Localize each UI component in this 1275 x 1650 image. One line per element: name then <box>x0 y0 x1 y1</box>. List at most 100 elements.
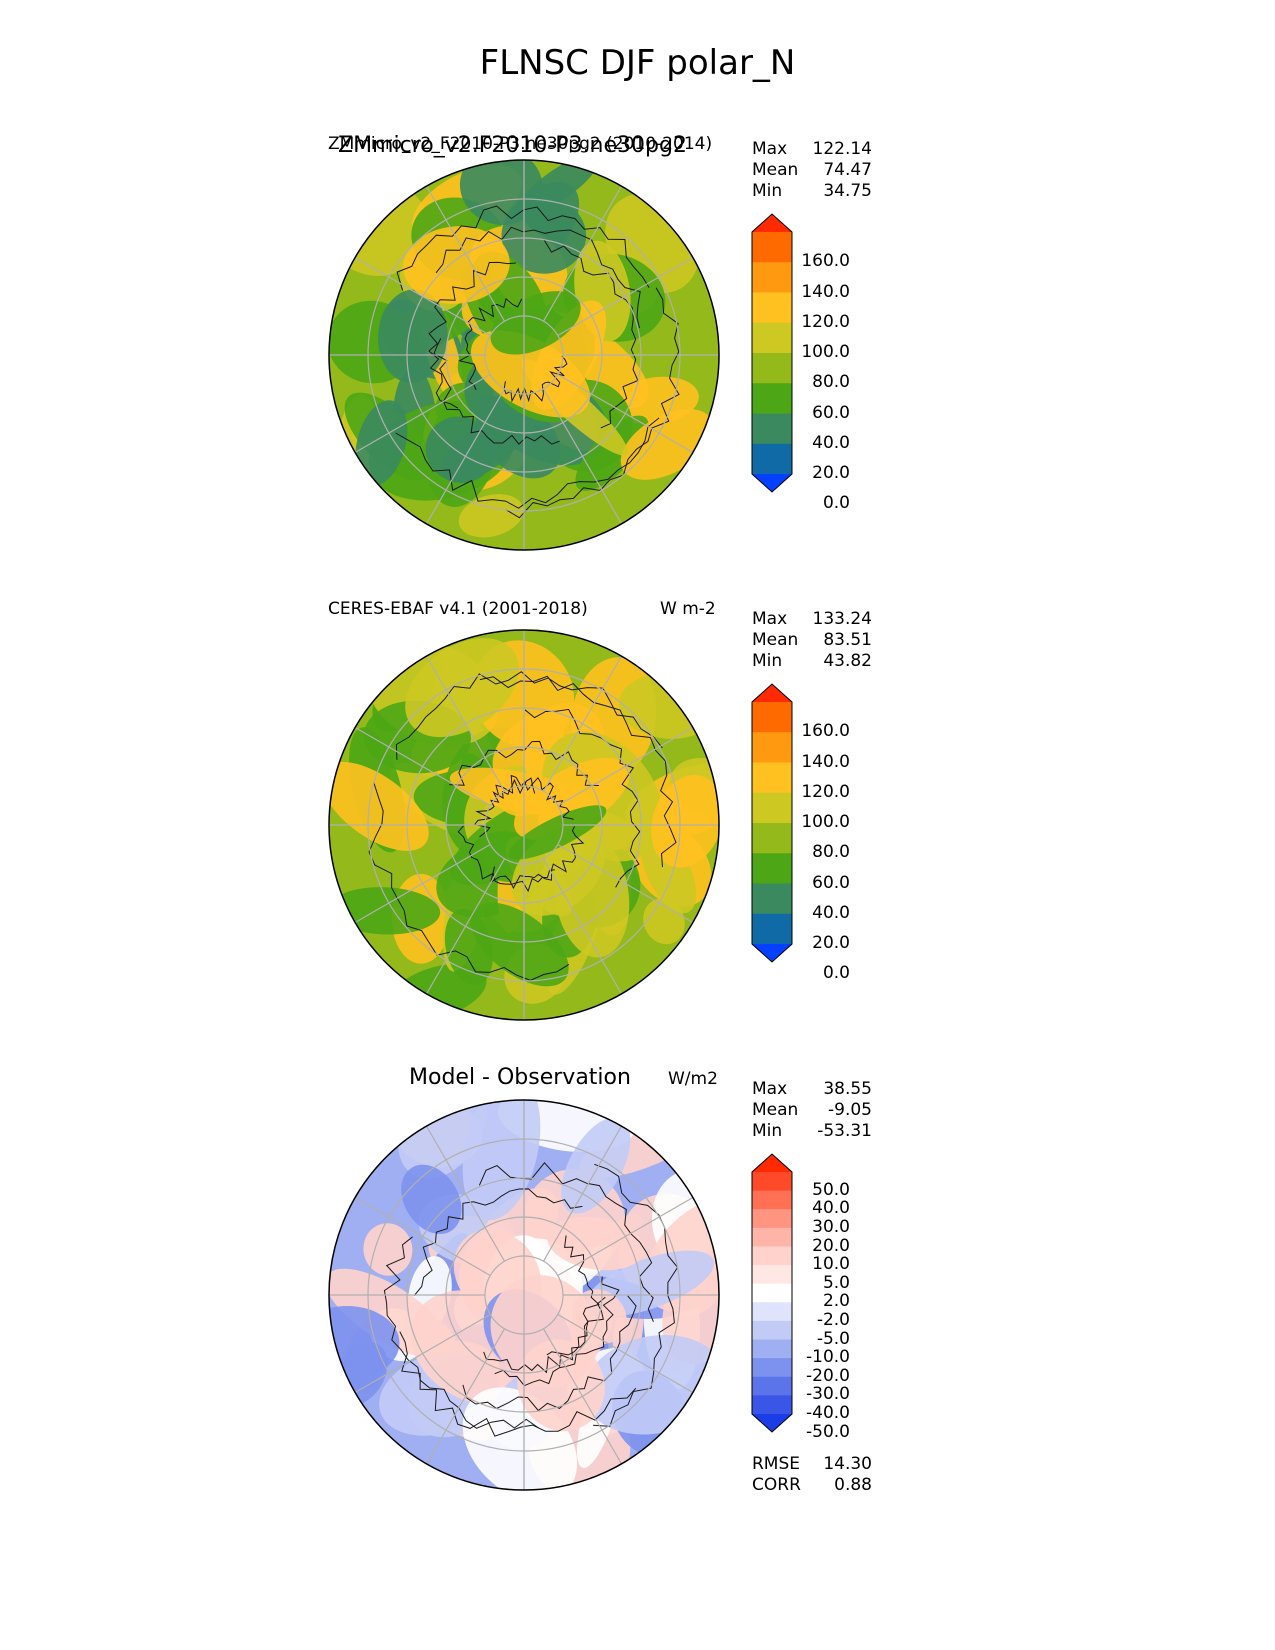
coastline <box>543 239 639 429</box>
field-patch <box>458 494 524 538</box>
colorbar-segment <box>752 732 792 763</box>
colorbar-tick-label: 20.0 <box>812 463 850 483</box>
meridian-gridline <box>557 373 694 454</box>
coastline <box>395 671 663 760</box>
colorbar-tick-label: 100.0 <box>801 342 850 362</box>
panel2-polar-map <box>328 629 720 1021</box>
panel3-rmse-label: RMSE <box>752 1454 801 1474</box>
field-patch <box>470 330 591 418</box>
panel3-rmse-value: 14.30 <box>823 1454 872 1474</box>
meridian-gridline <box>542 858 623 995</box>
colorbar-segment <box>752 1246 792 1266</box>
colorbar-tick-label: 0.0 <box>822 963 850 984</box>
meridian-gridline <box>425 185 506 322</box>
map-boundary <box>328 629 720 1021</box>
colorbar-outline <box>751 1153 793 1433</box>
colorbar-tick-label: -5.0 <box>816 1328 850 1349</box>
panel1-colorbar <box>751 213 793 493</box>
meridian-gridline <box>542 185 623 322</box>
panel1-overlapping-label: ZMmicro_v2_F2010-P3.ne30pg2 (2010-2014) <box>328 134 713 154</box>
field-patch <box>470 902 569 987</box>
colorbar-tick-label: 60.0 <box>812 402 850 423</box>
colorbar-tick-label: 30.0 <box>812 1216 850 1237</box>
field-patch <box>517 1339 605 1432</box>
coastline <box>495 774 574 820</box>
colorbar-tick-label: 5.0 <box>822 1272 850 1293</box>
coastline <box>435 226 641 329</box>
coastline <box>458 297 523 391</box>
colorbar-tick-label: 40.0 <box>812 902 850 923</box>
field-patch <box>508 805 607 860</box>
colorbar-segment <box>752 443 792 475</box>
panel3-max-label: Max <box>752 1079 788 1099</box>
colorbar-tick-label: 2.0 <box>822 1291 850 1312</box>
colorbar-tick-label: 10.0 <box>812 1254 850 1275</box>
panel1-min-value: 34.75 <box>823 181 872 201</box>
coastline <box>368 781 570 981</box>
meridian-gridline <box>354 843 491 924</box>
coastline <box>395 417 660 509</box>
colorbar-segment <box>752 702 792 733</box>
colorbar-segment <box>752 383 792 414</box>
panel3-mean-label: Mean <box>752 1100 799 1120</box>
colorbar-outline <box>751 213 793 493</box>
colorbar-segment <box>752 1302 792 1322</box>
colorbar-tick-label: 50.0 <box>812 1179 850 1200</box>
colorbar-tick-label: 160.0 <box>801 251 850 272</box>
panel1-max-label: Max <box>752 139 788 159</box>
colorbar-extend-max <box>752 1154 792 1172</box>
panel3-title: Model - Observation <box>409 1065 631 1090</box>
field-patch <box>425 416 495 484</box>
panel3-units: W/m2 <box>668 1069 718 1089</box>
colorbar-segment <box>752 292 792 324</box>
meridian-gridline <box>557 256 694 337</box>
field-patch <box>554 831 630 958</box>
colorbar-segment <box>752 1190 792 1210</box>
panel2-title: CERES-EBAF v4.1 (2001-2018) <box>328 599 588 619</box>
colorbar-segment <box>752 883 792 915</box>
colorbar-segment <box>752 762 792 794</box>
colorbar-segment <box>752 1358 792 1378</box>
field-patch <box>490 291 581 355</box>
panel2-max-value: 133.24 <box>812 609 872 629</box>
panel3-mean-value: -9.05 <box>828 1100 872 1120</box>
coastline <box>413 1188 583 1297</box>
meridian-gridline <box>542 1328 623 1465</box>
colorbar-tick-label: 100.0 <box>801 812 850 832</box>
colorbar-segment <box>752 913 792 945</box>
colorbar-tick-label: 140.0 <box>801 281 850 302</box>
coastline <box>546 1235 600 1356</box>
meridian-gridline <box>425 1328 506 1465</box>
colorbar-tick-label: 120.0 <box>801 781 850 802</box>
colorbar-tick-label: -40.0 <box>806 1403 850 1423</box>
panel2-max-label: Max <box>752 609 788 629</box>
colorbar-tick-label: -2.0 <box>816 1309 850 1330</box>
colorbar-extend-min <box>752 1414 792 1432</box>
coastline <box>503 355 568 403</box>
panel2-mean-label: Mean <box>752 630 799 650</box>
panel1-mean-value: 74.47 <box>823 160 872 180</box>
colorbar-segment <box>752 1172 792 1192</box>
colorbar-segment <box>752 1395 792 1415</box>
meridian-gridline <box>542 388 623 525</box>
meridian-gridline <box>354 1313 491 1394</box>
colorbar-tick-label: 140.0 <box>801 751 850 772</box>
colorbar-segment <box>752 1265 792 1285</box>
meridian-gridline <box>425 655 506 792</box>
panel3-colorbar <box>751 1153 793 1433</box>
meridian-gridline <box>542 1125 623 1262</box>
panel2-min-value: 43.82 <box>823 651 872 671</box>
colorbar-tick-label: 0.0 <box>822 493 850 514</box>
panel2-min-label: Min <box>752 651 783 671</box>
colorbar-segment <box>752 322 792 354</box>
meridian-gridline <box>557 726 694 807</box>
colorbar-tick-label: 120.0 <box>801 311 850 332</box>
colorbar-segment <box>752 1209 792 1229</box>
panel2-units: W m-2 <box>660 599 716 619</box>
meridian-gridline <box>557 843 694 924</box>
meridian-gridline <box>354 256 491 337</box>
coastline <box>383 1236 539 1429</box>
meridian-gridline <box>557 1313 694 1394</box>
colorbar-outline <box>751 683 793 963</box>
